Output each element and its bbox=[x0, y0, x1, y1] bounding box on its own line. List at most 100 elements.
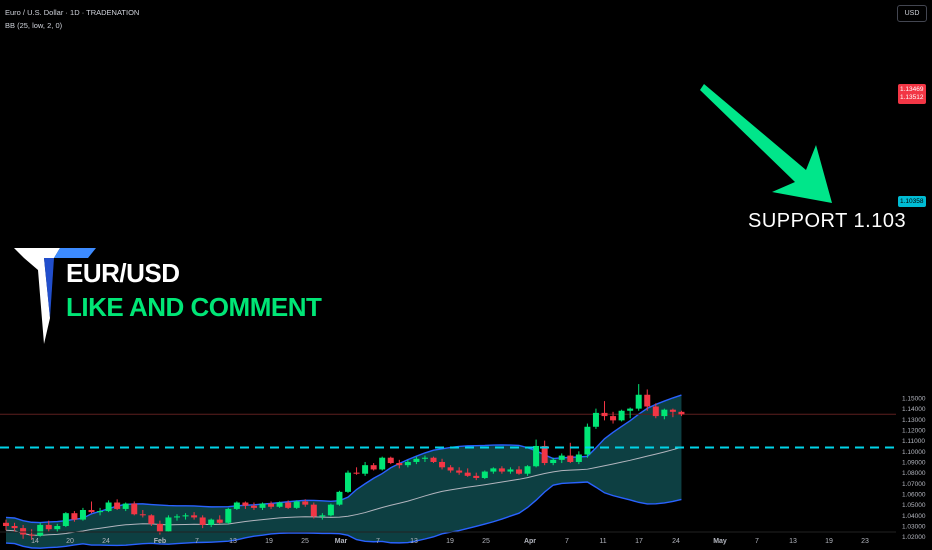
candle bbox=[79, 507, 86, 521]
time-tick-label: Mar bbox=[335, 538, 348, 545]
candle bbox=[131, 501, 138, 516]
candle bbox=[250, 502, 257, 510]
candle bbox=[533, 439, 540, 468]
last-price-tag: 1.13469 1.13512 bbox=[898, 84, 926, 104]
candle bbox=[97, 507, 104, 516]
candle bbox=[635, 384, 642, 411]
time-tick-label: 14 bbox=[31, 538, 39, 545]
price-tick-label: 1.14000 bbox=[902, 406, 926, 413]
candle bbox=[88, 501, 95, 514]
price-tick-label: 1.10000 bbox=[902, 449, 926, 456]
price-tick-label: 1.04000 bbox=[902, 513, 926, 520]
candle bbox=[302, 499, 309, 507]
candle bbox=[327, 503, 334, 517]
price-tick-label: 1.08000 bbox=[902, 470, 926, 477]
candle bbox=[293, 500, 300, 509]
time-tick-label: 7 bbox=[376, 538, 380, 545]
candle bbox=[191, 512, 198, 520]
candle bbox=[464, 468, 471, 477]
candle bbox=[610, 411, 617, 424]
bollinger-basis-line bbox=[5, 446, 682, 536]
candle bbox=[345, 470, 351, 493]
candle bbox=[165, 515, 172, 533]
candle bbox=[54, 523, 61, 533]
time-tick-label: 17 bbox=[635, 538, 643, 545]
candle bbox=[507, 467, 514, 474]
candle bbox=[199, 515, 206, 529]
price-tick-label: 1.02000 bbox=[902, 534, 926, 541]
candle bbox=[268, 501, 275, 509]
candle bbox=[62, 512, 69, 528]
candle bbox=[447, 465, 454, 473]
candle bbox=[182, 513, 189, 520]
candle bbox=[558, 453, 565, 464]
candle bbox=[3, 519, 9, 531]
time-tick-label: 25 bbox=[301, 538, 309, 545]
time-tick-label: 20 bbox=[66, 538, 74, 545]
brand-call-to-action: LIKE AND COMMENT bbox=[66, 292, 322, 322]
price-tick-label: 1.05000 bbox=[902, 502, 926, 509]
price-tick-label: 1.11000 bbox=[902, 438, 925, 445]
candle bbox=[678, 410, 685, 417]
time-tick-label: 13 bbox=[410, 538, 418, 545]
time-tick-label: 23 bbox=[861, 538, 869, 545]
price-tick-label: 1.12000 bbox=[902, 427, 926, 434]
brand-pair-title: EUR/USD bbox=[66, 258, 180, 288]
candle bbox=[28, 529, 35, 540]
support-price-tag: 1.10358 bbox=[898, 196, 926, 207]
time-tick-label: 24 bbox=[102, 538, 110, 545]
candle bbox=[396, 459, 403, 469]
candle bbox=[242, 501, 249, 509]
candle bbox=[353, 467, 360, 475]
candle bbox=[122, 502, 129, 512]
time-tick-label: 7 bbox=[195, 538, 199, 545]
time-tick-label: 13 bbox=[789, 538, 797, 545]
time-tick-label: 24 bbox=[672, 538, 680, 545]
candle bbox=[319, 513, 326, 520]
candle bbox=[669, 408, 676, 418]
last-price-subvalue: 1.13512 bbox=[900, 94, 924, 101]
candle bbox=[216, 515, 223, 524]
candle bbox=[516, 466, 522, 475]
candle bbox=[473, 472, 480, 481]
candle bbox=[490, 467, 497, 474]
indicator-label: BB (25, low, 2, 0) bbox=[5, 21, 63, 30]
time-tick-label: 7 bbox=[565, 538, 569, 545]
candle bbox=[421, 455, 428, 462]
currency-button[interactable]: USD bbox=[897, 5, 927, 22]
candle bbox=[362, 461, 369, 476]
candle bbox=[114, 499, 121, 510]
candle bbox=[208, 518, 215, 528]
candle bbox=[439, 458, 446, 470]
candle bbox=[259, 502, 266, 510]
price-tick-label: 1.07000 bbox=[902, 481, 926, 488]
candle bbox=[567, 442, 574, 464]
candle bbox=[45, 520, 52, 532]
candle bbox=[592, 408, 599, 429]
candle bbox=[276, 501, 283, 508]
time-tick-label: Apr bbox=[524, 538, 536, 545]
support-annotation: SUPPORT 1.103 bbox=[748, 210, 907, 232]
time-tick-label: 11 bbox=[599, 538, 606, 545]
price-tick-label: 1.03000 bbox=[902, 523, 926, 530]
brand-logo-icon bbox=[14, 248, 96, 344]
time-tick-label: 13 bbox=[229, 538, 237, 545]
candle bbox=[652, 403, 659, 419]
last-price-value: 1.13469 bbox=[900, 86, 924, 93]
candle bbox=[285, 500, 292, 509]
price-tick-label: 1.09000 bbox=[902, 459, 926, 466]
candle bbox=[105, 500, 112, 513]
time-tick-label: 19 bbox=[446, 538, 454, 545]
candle bbox=[37, 522, 44, 537]
candle bbox=[11, 522, 18, 532]
time-tick-label: May bbox=[713, 538, 727, 545]
bollinger-lower-line bbox=[5, 481, 682, 549]
candle bbox=[644, 389, 651, 411]
candle bbox=[601, 401, 608, 421]
price-tick-label: 1.13000 bbox=[902, 417, 926, 424]
candle bbox=[584, 423, 591, 458]
candle bbox=[139, 509, 146, 518]
candle bbox=[430, 456, 437, 464]
candle bbox=[387, 456, 394, 465]
